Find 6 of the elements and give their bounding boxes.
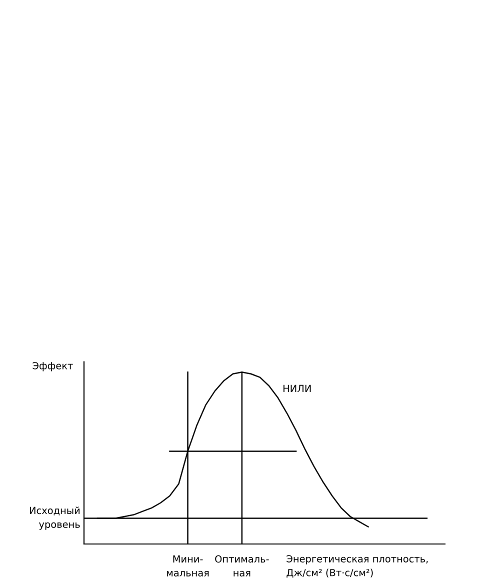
- ref-line-label: Исходный уровень: [30, 506, 80, 530]
- x-tick-label: Мини- мальная: [166, 555, 209, 576]
- x-axis-title: Энергетическая плотность, Дж/см² (Вт·с/см²): [286, 555, 428, 578]
- x-tick-label: Оптималь- ная: [215, 555, 269, 576]
- series-label: НИЛИ: [283, 384, 311, 392]
- y-axis-title: Эффект: [32, 362, 73, 372]
